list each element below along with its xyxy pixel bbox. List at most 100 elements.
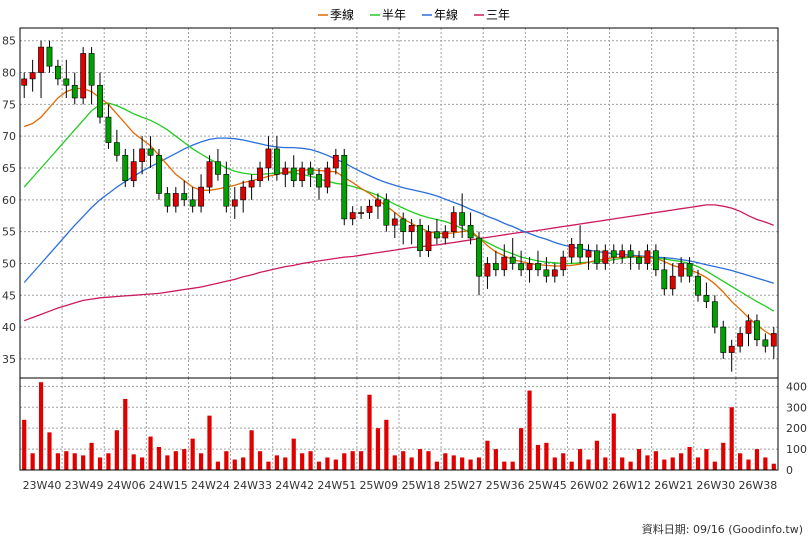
- candle: [349, 206, 356, 226]
- candle-body: [754, 320, 760, 341]
- price-y-tick-label: 65: [2, 162, 16, 175]
- candle-body: [231, 199, 238, 207]
- candle: [543, 257, 550, 283]
- candle: [307, 161, 314, 188]
- candle: [602, 244, 609, 270]
- candle: [97, 72, 103, 124]
- volume-bar: [72, 453, 77, 470]
- candle: [720, 320, 727, 359]
- candle-body: [551, 269, 558, 277]
- candle-body: [711, 301, 718, 328]
- candle-body: [627, 250, 634, 258]
- volume-bar: [519, 428, 524, 470]
- volume-bar: [510, 461, 515, 470]
- volume-bar: [257, 451, 263, 470]
- candle-body: [257, 167, 263, 182]
- volume-bar: [300, 453, 305, 470]
- candle-body: [316, 174, 322, 188]
- volume-bar: [460, 457, 465, 470]
- candle: [501, 244, 508, 277]
- volume-bar: [594, 440, 600, 470]
- volume-bar: [38, 382, 44, 470]
- candle-body: [610, 250, 617, 258]
- volume-bar: [679, 453, 684, 470]
- price-y-tick-label: 80: [2, 67, 16, 80]
- candle: [737, 327, 744, 353]
- price-plot-area: [20, 28, 778, 378]
- candle-body: [770, 333, 777, 347]
- price-y-tick-label: 55: [2, 226, 16, 239]
- volume-bar: [493, 449, 498, 470]
- candle: [433, 218, 440, 245]
- candle-body: [509, 256, 516, 264]
- volume-bar: [375, 428, 381, 470]
- volume-bar: [89, 442, 94, 470]
- candle: [299, 161, 306, 188]
- candle-body: [164, 193, 171, 207]
- volume-bar: [342, 453, 347, 470]
- candle-body: [400, 218, 407, 232]
- candle: [215, 148, 221, 181]
- volume-bar: [401, 451, 406, 470]
- volume-bar: [266, 461, 271, 470]
- candle: [594, 244, 600, 270]
- candle-body: [21, 78, 28, 86]
- x-tick-labels: 23W40 23W49 24W06 24W15 24W24 24W33 24W42 24W51…: [23, 479, 778, 492]
- candle: [678, 257, 685, 283]
- candle: [762, 333, 769, 353]
- candle: [147, 136, 154, 168]
- candle: [375, 193, 381, 219]
- x-tick-label: 25W36: [486, 479, 525, 492]
- x-tick-label: 25W18: [402, 479, 441, 492]
- candle-body: [38, 46, 44, 73]
- candle: [518, 250, 525, 277]
- candle-body: [594, 250, 600, 264]
- candle: [695, 269, 701, 302]
- candle: [610, 244, 617, 264]
- candle-body: [88, 53, 95, 86]
- candle: [568, 238, 575, 264]
- candle-body: [526, 263, 533, 271]
- candle: [265, 136, 272, 181]
- candle-body: [358, 212, 365, 214]
- candle: [669, 263, 676, 296]
- volume-bar: [468, 459, 473, 470]
- volume-y-tick-label: 0: [786, 464, 793, 477]
- x-tick-label: 26W38: [738, 479, 777, 492]
- volume-bar: [552, 457, 557, 470]
- candle-body: [324, 167, 331, 188]
- x-tick-label: 24W33: [233, 479, 272, 492]
- candle-body: [728, 345, 735, 353]
- candle: [113, 129, 120, 162]
- volume-bar: [215, 461, 221, 470]
- candle: [88, 47, 95, 105]
- volume-bar: [746, 459, 751, 470]
- candle: [728, 339, 735, 372]
- candle-body: [97, 84, 103, 118]
- legend: 季線 半年 年線 三年: [318, 7, 510, 22]
- candle: [408, 218, 415, 245]
- candle: [240, 180, 247, 213]
- volume-y-tick-label: 100: [786, 443, 807, 456]
- price-y-tick-label: 70: [2, 130, 16, 143]
- candle-body: [307, 167, 314, 175]
- candle-body: [686, 263, 693, 277]
- candle: [476, 231, 482, 296]
- volume-bar: [417, 449, 423, 470]
- volume-bar: [64, 451, 69, 470]
- candle-body: [206, 161, 213, 188]
- x-tick-label: 24W42: [275, 479, 314, 492]
- candle: [619, 244, 626, 264]
- volume-bar: [207, 415, 212, 470]
- volume-bar: [291, 438, 296, 470]
- volume-bar: [687, 447, 692, 470]
- candle: [29, 59, 36, 92]
- candle: [484, 257, 491, 289]
- x-tick-label: 26W21: [654, 479, 693, 492]
- candle-body: [366, 205, 373, 213]
- candle-body: [762, 339, 769, 347]
- candle-body: [29, 72, 36, 80]
- volume-bar: [737, 453, 743, 470]
